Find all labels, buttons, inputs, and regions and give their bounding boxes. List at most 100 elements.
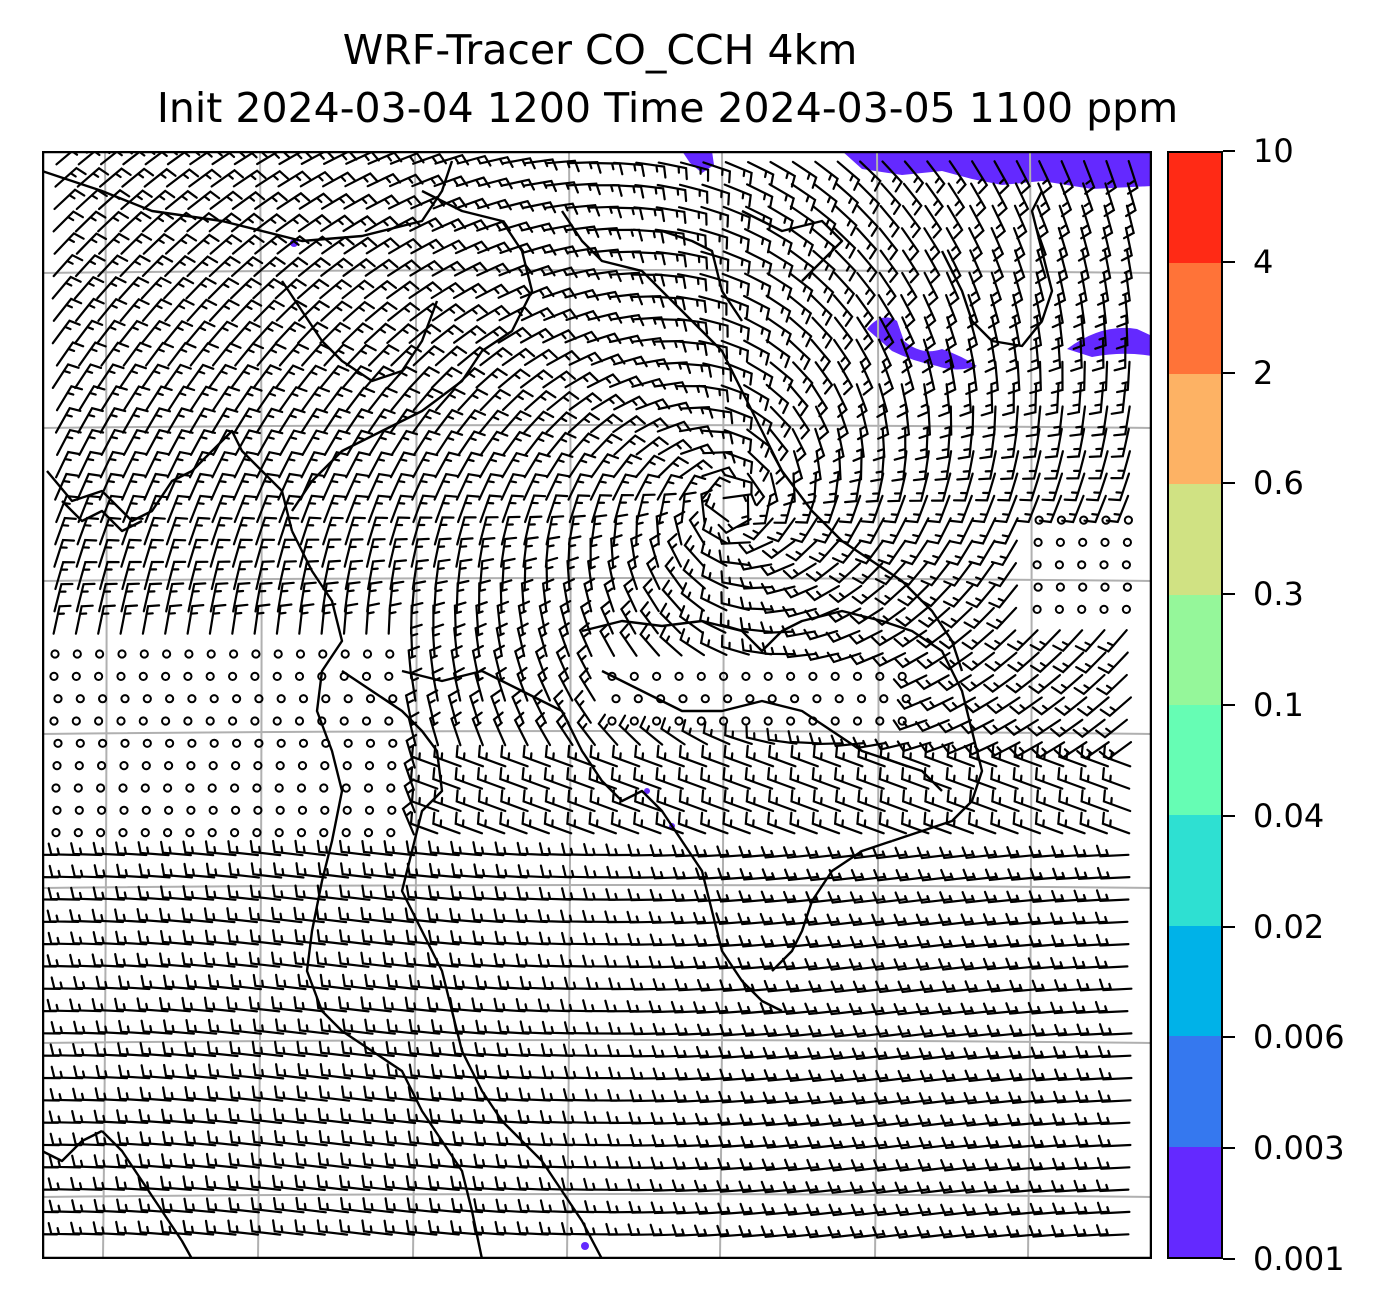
wind-barb — [1029, 868, 1064, 881]
wind-barb — [990, 767, 1019, 790]
wind-barb — [137, 1175, 170, 1191]
calm-wind-circle — [119, 761, 129, 771]
wind-barb — [382, 996, 415, 1013]
wind-barb — [300, 560, 320, 591]
wind-barb — [278, 385, 308, 412]
wind-barb — [568, 432, 600, 456]
calm-wind-circle — [294, 671, 305, 682]
calm-wind-circle — [808, 671, 818, 682]
wind-barb — [739, 596, 773, 611]
wind-barb — [248, 951, 281, 968]
wind-barb — [759, 912, 794, 926]
wind-barb — [367, 494, 391, 524]
calm-wind-circle — [879, 694, 889, 704]
wind-barb — [405, 884, 438, 901]
wind-barb — [852, 562, 884, 585]
wind-barb — [228, 1107, 260, 1125]
wind-barb — [1074, 1202, 1109, 1215]
wind-barb — [752, 494, 772, 525]
wind-barb — [500, 789, 529, 813]
wind-barb — [227, 1174, 259, 1191]
wind-barb — [983, 674, 1017, 693]
wind-barb — [789, 250, 815, 280]
wind-barb — [406, 862, 439, 879]
wind-barb — [1015, 160, 1031, 195]
wind-barb — [1006, 935, 1041, 948]
wind-barb — [656, 744, 685, 768]
wind-barb — [825, 629, 861, 643]
wind-barb — [295, 1107, 327, 1125]
wind-barb — [498, 263, 534, 277]
wind-barb — [991, 249, 1005, 285]
wind-barb — [723, 744, 752, 768]
wind-barb — [923, 767, 952, 790]
wind-barb — [447, 689, 460, 724]
wind-barb — [700, 250, 730, 272]
wind-barb — [117, 1131, 150, 1147]
wind-barb — [960, 674, 995, 693]
wind-barb — [189, 385, 218, 412]
wind-barb — [675, 340, 708, 356]
wind-barb — [274, 1085, 306, 1102]
wind-barb — [188, 560, 209, 591]
wind-barb — [276, 235, 310, 255]
calm-wind-circle — [228, 671, 238, 682]
wind-barb — [917, 869, 952, 882]
wind-barb — [412, 451, 439, 479]
wind-barb — [828, 562, 862, 584]
wind-barb — [254, 538, 276, 568]
calm-wind-circle — [363, 828, 374, 838]
wind-barb — [516, 841, 550, 857]
wind-barb — [476, 767, 506, 790]
wind-barb — [230, 1018, 262, 1035]
wind-barb — [658, 492, 677, 524]
wind-barb — [42, 1054, 61, 1057]
wind-barb — [294, 839, 326, 857]
calm-wind-circle — [341, 783, 351, 793]
calm-wind-circle — [362, 649, 373, 659]
wind-barb — [342, 602, 359, 635]
wind-barb — [435, 387, 466, 412]
wind-barb — [901, 789, 931, 813]
wind-barb — [478, 579, 491, 613]
wind-barb — [537, 998, 571, 1013]
wind-barb — [1052, 651, 1085, 674]
wind-barb — [873, 1159, 908, 1172]
wind-barb — [500, 472, 526, 501]
wind-barb — [678, 789, 708, 813]
wind-barb — [367, 559, 386, 591]
wind-barb — [42, 942, 59, 946]
colorbar-segment-1 — [1169, 1036, 1221, 1147]
wind-barb — [98, 472, 123, 501]
wind-barb — [91, 908, 125, 924]
wind-barb — [450, 840, 483, 857]
wind-barb — [924, 249, 941, 284]
tracer-spot — [644, 788, 650, 794]
wind-barb — [792, 405, 811, 440]
wind-barb — [744, 317, 772, 344]
wind-barb — [209, 233, 243, 255]
colorbar-segment-4 — [1169, 704, 1221, 816]
wind-barb — [428, 1153, 461, 1169]
wind-barb — [544, 744, 574, 768]
wind-barb — [1008, 741, 1043, 758]
wind-barb — [383, 840, 416, 857]
wind-barb — [583, 1222, 617, 1236]
wind-barb — [872, 846, 907, 860]
wind-barb — [141, 363, 170, 389]
wind-barb — [1031, 1068, 1066, 1082]
wind-barbs — [42, 151, 1139, 1239]
wind-barb — [916, 891, 951, 904]
wind-barb — [676, 228, 707, 248]
wind-barb — [590, 393, 625, 411]
wind-barb — [961, 891, 996, 904]
wind-barb — [145, 341, 175, 367]
wind-barb — [872, 1181, 907, 1194]
wind-barb — [276, 581, 295, 613]
wind-barb — [523, 410, 555, 434]
wind-barb — [679, 459, 713, 478]
calm-wind-circle — [745, 694, 755, 704]
wind-barb — [608, 292, 643, 306]
wind-barb — [184, 1041, 217, 1058]
wind-barb — [299, 472, 324, 501]
